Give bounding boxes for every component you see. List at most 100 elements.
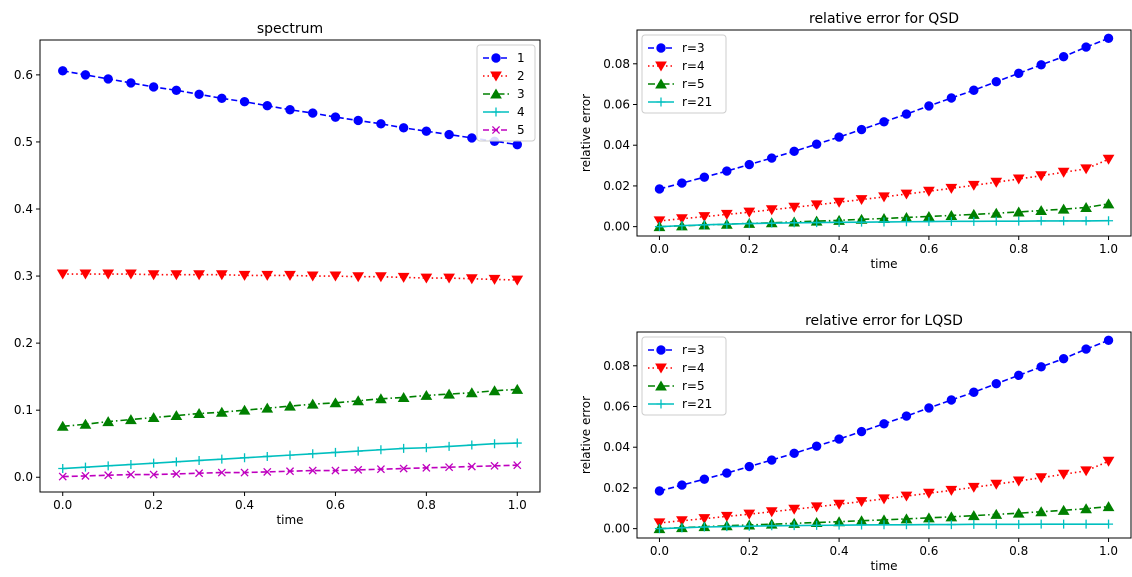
data-point-5 <box>354 465 363 474</box>
data-point-r=21 <box>1014 216 1024 226</box>
data-point-r=4 <box>676 516 688 527</box>
data-point-r=5 <box>1102 501 1115 512</box>
data-point-r=3 <box>834 132 844 142</box>
legend-marker-2 <box>490 71 502 82</box>
data-point-r=3 <box>969 387 979 397</box>
data-point-r=21 <box>677 221 687 231</box>
data-point-3 <box>125 414 137 425</box>
data-point-r=21 <box>1014 519 1024 529</box>
data-point-2 <box>215 270 228 281</box>
data-point-r=4 <box>1080 164 1092 175</box>
data-point-1 <box>262 101 272 111</box>
data-point-r=5 <box>1080 503 1092 514</box>
data-point-r=4 <box>698 514 711 525</box>
data-point-4 <box>399 443 409 453</box>
data-point-5 <box>104 471 113 480</box>
data-point-4 <box>58 464 68 474</box>
data-point-5 <box>331 466 340 475</box>
data-point-1 <box>217 93 227 104</box>
y-tick-label: 0.08 <box>603 359 630 373</box>
data-point-2 <box>125 269 137 280</box>
data-point-3 <box>420 389 433 400</box>
data-point-r=5 <box>1057 203 1070 214</box>
legend-box <box>641 336 727 416</box>
data-point-4 <box>353 446 363 456</box>
axes-frame <box>39 39 541 493</box>
legend-label-r=3: r=3 <box>682 343 705 357</box>
data-point-r=5 <box>1080 202 1092 213</box>
data-point-r=21 <box>699 522 709 532</box>
data-point-r=21 <box>857 217 867 227</box>
data-point-4 <box>217 454 227 464</box>
data-point-r=4 <box>1102 456 1115 467</box>
y-tick-label: 0.3 <box>14 269 33 283</box>
y-tick-label: 0.00 <box>603 220 630 234</box>
data-point-r=4 <box>900 189 913 200</box>
x-tick-label: 0.6 <box>326 498 345 512</box>
x-tick-label: 0.2 <box>740 544 759 558</box>
data-point-r=21 <box>901 520 911 530</box>
data-point-5 <box>172 469 181 478</box>
data-point-r=21 <box>946 520 956 530</box>
y-tick-label: 0.06 <box>603 400 630 414</box>
data-point-r=4 <box>923 488 935 499</box>
legend-label-5: 5 <box>517 123 525 137</box>
data-point-r=21 <box>991 216 1001 226</box>
data-point-4 <box>80 462 90 472</box>
data-point-r=3 <box>991 77 1001 87</box>
data-point-r=5 <box>1012 507 1025 518</box>
data-point-r=21 <box>946 216 956 226</box>
data-point-r=5 <box>990 508 1003 519</box>
data-point-3 <box>215 406 228 417</box>
data-point-r=5 <box>1035 205 1048 216</box>
data-point-r=4 <box>788 504 801 515</box>
data-point-r=3 <box>969 85 979 95</box>
data-point-4 <box>376 445 386 455</box>
legend-label-r=5: r=5 <box>682 379 705 393</box>
data-point-3 <box>329 397 342 408</box>
data-point-3 <box>443 388 455 399</box>
data-point-r=21 <box>767 218 777 228</box>
data-point-r=3 <box>924 101 934 111</box>
data-point-r=3 <box>901 109 912 119</box>
x-tick-label: 0.8 <box>1009 544 1028 558</box>
data-point-r=4 <box>1057 167 1070 178</box>
data-point-r=21 <box>1059 519 1069 529</box>
data-point-r=4 <box>1102 154 1115 165</box>
data-point-r=4 <box>788 202 801 213</box>
data-point-r=21 <box>812 218 822 228</box>
data-point-1 <box>308 108 318 118</box>
data-point-r=4 <box>810 200 823 211</box>
data-point-4 <box>421 443 431 453</box>
data-point-4 <box>240 453 250 463</box>
x-tick-label: 0.4 <box>235 498 254 512</box>
data-point-3 <box>511 383 524 394</box>
legend-label-r=21: r=21 <box>682 95 712 109</box>
data-point-3 <box>79 418 92 429</box>
chart-title: spectrum <box>257 21 323 37</box>
legend: r=3 r=4 r=5 r=21 <box>641 336 727 416</box>
data-point-r=4 <box>720 511 733 522</box>
data-point-r=21 <box>767 521 777 531</box>
data-point-5 <box>422 463 431 472</box>
data-point-r=4 <box>765 507 778 518</box>
x-tick-label: 0.2 <box>144 498 163 512</box>
data-point-5 <box>445 463 454 472</box>
chart-title: relative error for LQSD <box>805 313 963 329</box>
legend-marker-r=3 <box>656 43 666 53</box>
legend-label-4: 4 <box>517 105 525 119</box>
data-point-r=3 <box>677 480 687 490</box>
data-point-r=4 <box>833 197 845 208</box>
data-point-2 <box>306 271 319 282</box>
data-point-r=21 <box>1081 519 1091 529</box>
data-point-1 <box>353 115 363 126</box>
data-point-r=3 <box>1081 42 1091 52</box>
data-point-2 <box>375 272 387 283</box>
data-point-r=21 <box>1036 519 1046 529</box>
data-point-1 <box>376 119 386 129</box>
series-line-2 <box>62 273 518 281</box>
legend-marker-r=3 <box>656 345 666 355</box>
data-point-1 <box>80 70 91 80</box>
data-point-r=3 <box>811 441 822 451</box>
data-point-r=21 <box>924 217 934 227</box>
